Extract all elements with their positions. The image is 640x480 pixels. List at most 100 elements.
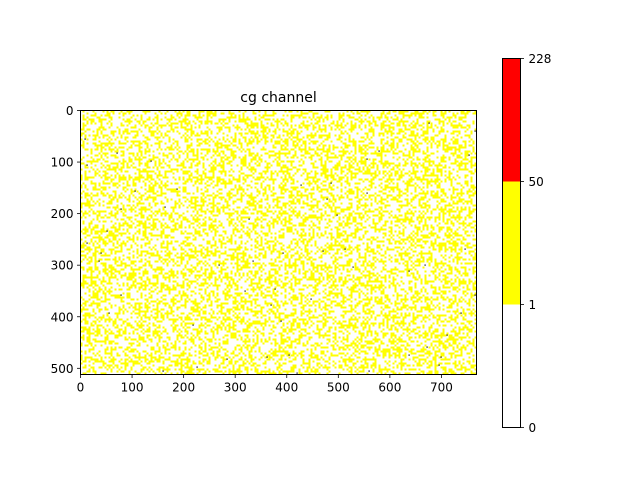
heatmap-cell xyxy=(366,168,369,171)
heatmap-cell xyxy=(266,168,269,171)
heatmap-cell xyxy=(326,168,329,171)
heatmap-cell xyxy=(108,120,111,123)
heatmap-cell xyxy=(248,140,251,143)
heatmap-cell xyxy=(464,180,467,183)
heatmap-cell xyxy=(362,192,365,195)
heatmap-cell xyxy=(288,214,291,217)
heatmap-cell xyxy=(146,144,149,147)
heatmap-cell xyxy=(102,216,105,219)
heatmap-cell xyxy=(222,168,225,171)
heatmap-cell xyxy=(392,216,395,219)
heatmap-cell xyxy=(206,150,209,153)
heatmap-cell xyxy=(322,204,325,207)
heatmap-cell xyxy=(306,112,309,115)
heatmap-cell xyxy=(190,148,193,151)
heatmap-cell xyxy=(294,114,297,117)
heatmap-cell xyxy=(144,184,147,187)
heatmap-cell xyxy=(230,160,233,163)
heatmap-cell xyxy=(240,118,243,121)
heatmap-cell xyxy=(312,222,315,225)
heatmap-cell xyxy=(332,166,335,169)
heatmap-cell xyxy=(384,232,387,235)
heatmap-cell xyxy=(364,198,367,201)
heatmap-cell xyxy=(414,148,417,151)
heatmap-cell xyxy=(406,204,409,207)
heatmap-cell xyxy=(126,188,129,191)
heatmap-cell xyxy=(386,118,389,121)
heatmap-cell xyxy=(228,110,231,113)
heatmap-cell xyxy=(444,178,447,181)
heatmap-cell xyxy=(134,172,137,175)
heatmap-cell xyxy=(94,122,97,125)
heatmap-cell xyxy=(166,170,169,173)
heatmap-cell xyxy=(90,220,93,223)
heatmap-cell xyxy=(246,124,249,127)
heatmap-cell xyxy=(466,214,469,217)
heatmap-cell xyxy=(122,204,125,207)
heatmap-cell xyxy=(350,176,353,179)
heatmap-cell xyxy=(90,150,93,153)
heatmap-cell xyxy=(364,146,367,149)
heatmap-cell xyxy=(160,232,163,235)
heatmap-cell xyxy=(314,224,317,227)
heatmap-cell xyxy=(314,176,317,179)
heatmap-cell xyxy=(198,226,201,229)
heatmap-cell xyxy=(126,228,129,231)
heatmap-cell xyxy=(240,146,243,149)
heatmap-cell xyxy=(372,134,375,137)
heatmap-cell xyxy=(464,226,467,229)
heatmap-cell xyxy=(310,170,313,173)
heatmap-cell xyxy=(336,156,339,159)
heatmap-cell xyxy=(124,170,127,173)
heatmap-cell xyxy=(302,218,305,221)
heatmap-cell xyxy=(422,164,425,167)
heatmap-cell xyxy=(368,188,371,191)
heatmap-cell xyxy=(334,168,337,171)
heatmap-cell xyxy=(284,138,287,141)
heatmap-cell xyxy=(100,230,103,233)
heatmap-cell xyxy=(186,140,189,143)
heatmap-cell xyxy=(170,124,173,127)
heatmap-cell xyxy=(392,162,395,165)
heatmap-cell xyxy=(112,190,115,193)
heatmap-cell xyxy=(406,158,409,161)
heatmap-cell xyxy=(104,214,107,217)
heatmap-cell xyxy=(220,172,223,175)
heatmap-cell xyxy=(268,156,271,159)
heatmap-cell xyxy=(328,132,331,135)
heatmap-cell xyxy=(190,138,193,141)
heatmap-cell xyxy=(374,224,377,227)
heatmap-cell xyxy=(236,180,239,183)
heatmap-cell xyxy=(358,116,361,119)
heatmap-cell xyxy=(114,228,117,231)
heatmap-cell xyxy=(382,126,385,129)
heatmap-cell xyxy=(364,206,367,209)
heatmap-cell xyxy=(120,134,123,137)
heatmap-cell xyxy=(160,124,163,127)
heatmap-cell xyxy=(392,168,395,171)
heatmap-cell xyxy=(208,194,211,197)
heatmap-cell xyxy=(214,160,217,163)
heatmap-cell xyxy=(244,136,247,139)
heatmap-cell xyxy=(340,210,343,213)
heatmap-cell xyxy=(134,176,137,179)
heatmap-cell xyxy=(240,188,243,191)
heatmap-cell xyxy=(84,176,87,179)
heatmap-cell xyxy=(286,122,289,125)
heatmap-cell xyxy=(162,184,165,187)
heatmap-cell xyxy=(226,122,229,125)
heatmap-cell xyxy=(390,230,393,233)
heatmap-cell xyxy=(168,118,171,121)
heatmap-cell xyxy=(382,172,385,175)
heatmap-cell xyxy=(170,146,173,149)
heatmap-cell xyxy=(320,128,323,131)
heatmap-cell xyxy=(436,204,439,207)
heatmap-cell xyxy=(312,124,315,127)
heatmap-cell xyxy=(184,190,187,193)
heatmap-cell xyxy=(346,178,349,181)
heatmap-cell xyxy=(374,162,377,165)
heatmap-cell xyxy=(404,164,407,167)
heatmap-cell xyxy=(98,120,101,123)
heatmap-cell xyxy=(100,228,103,231)
heatmap-cell xyxy=(426,160,429,163)
